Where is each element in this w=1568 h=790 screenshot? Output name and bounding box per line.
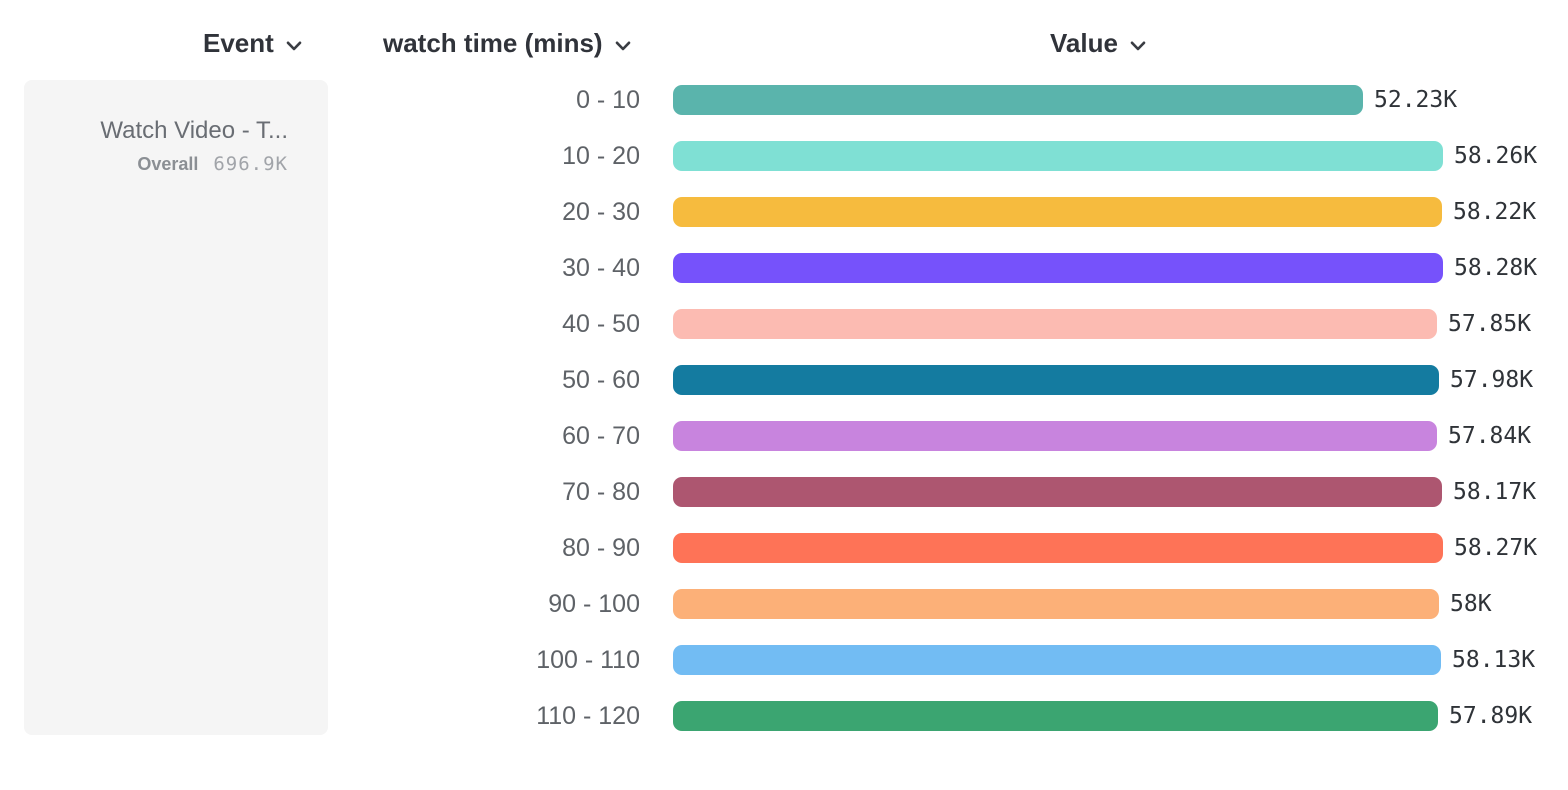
bucket-label: 50 - 60 — [562, 365, 640, 394]
value-bar[interactable] — [673, 477, 1442, 507]
value-label: 57.89K — [1449, 703, 1533, 729]
value-bar[interactable] — [673, 589, 1439, 619]
chevron-down-icon — [1130, 40, 1146, 50]
bucket-label: 40 - 50 — [562, 309, 640, 338]
chevron-down-icon — [286, 40, 302, 50]
chart-row: 0 - 10 52.23K — [0, 72, 1568, 128]
bucket-label: 70 - 80 — [562, 477, 640, 506]
chart-row: 110 - 120 57.89K — [0, 688, 1568, 744]
value-label: 58.27K — [1454, 535, 1538, 561]
breakdown-column-header[interactable]: watch time (mins) — [383, 28, 631, 59]
event-column-label: Event — [203, 28, 274, 58]
chart-row: 80 - 90 58.27K — [0, 520, 1568, 576]
bucket-label: 90 - 100 — [548, 589, 640, 618]
value-label: 58K — [1450, 591, 1492, 617]
bucket-label: 20 - 30 — [562, 197, 640, 226]
overall-value: 696.9K — [213, 153, 288, 175]
value-bar[interactable] — [673, 701, 1438, 731]
chart-row: 60 - 70 57.84K — [0, 408, 1568, 464]
bucket-label: 100 - 110 — [536, 645, 640, 674]
value-label: 57.84K — [1448, 423, 1532, 449]
chart-row: 50 - 60 57.98K — [0, 352, 1568, 408]
value-label: 57.85K — [1448, 311, 1532, 337]
breakdown-column-label: watch time (mins) — [383, 28, 603, 58]
chart-row: 10 - 20 58.26K — [0, 128, 1568, 184]
value-bar[interactable] — [673, 309, 1437, 339]
value-label: 58.26K — [1454, 143, 1538, 169]
value-label: 52.23K — [1374, 87, 1458, 113]
event-name: Watch Video - T... — [100, 117, 288, 144]
chart-row: 40 - 50 57.85K — [0, 296, 1568, 352]
value-bar[interactable] — [673, 197, 1442, 227]
value-bar[interactable] — [673, 85, 1363, 115]
bar-chart: 0 - 10 52.23K 10 - 20 58.26K 20 - 30 58.22K 30… — [0, 72, 1568, 744]
chart-row: 90 - 100 58K — [0, 576, 1568, 632]
overall-label: Overall — [137, 154, 199, 174]
bucket-label: 0 - 10 — [576, 85, 640, 114]
bucket-label: 60 - 70 — [562, 421, 640, 450]
value-bar[interactable] — [673, 421, 1437, 451]
value-label: 58.28K — [1454, 255, 1538, 281]
value-label: 58.13K — [1452, 647, 1536, 673]
event-column-header[interactable]: Event — [203, 28, 302, 59]
chart-row: 100 - 110 58.13K — [0, 632, 1568, 688]
value-label: 58.17K — [1453, 479, 1537, 505]
value-bar[interactable] — [673, 365, 1439, 395]
value-bar[interactable] — [673, 533, 1443, 563]
value-label: 57.98K — [1450, 367, 1534, 393]
value-label: 58.22K — [1453, 199, 1537, 225]
value-column-label: Value — [1050, 28, 1118, 58]
chevron-down-icon — [615, 40, 630, 50]
bucket-label: 110 - 120 — [536, 701, 640, 730]
value-bar[interactable] — [673, 645, 1441, 675]
chart-row: 30 - 40 58.28K — [0, 240, 1568, 296]
event-card[interactable]: Watch Video - T... Overall 696.9K — [24, 80, 328, 735]
overall-row: Overall 696.9K — [44, 153, 288, 175]
value-bar[interactable] — [673, 253, 1443, 283]
value-bar[interactable] — [673, 141, 1443, 171]
bucket-label: 30 - 40 — [562, 253, 640, 282]
bucket-label: 80 - 90 — [562, 533, 640, 562]
value-column-header[interactable]: Value — [1050, 28, 1146, 59]
chart-row: 20 - 30 58.22K — [0, 184, 1568, 240]
bucket-label: 10 - 20 — [562, 141, 640, 170]
chart-row: 70 - 80 58.17K — [0, 464, 1568, 520]
